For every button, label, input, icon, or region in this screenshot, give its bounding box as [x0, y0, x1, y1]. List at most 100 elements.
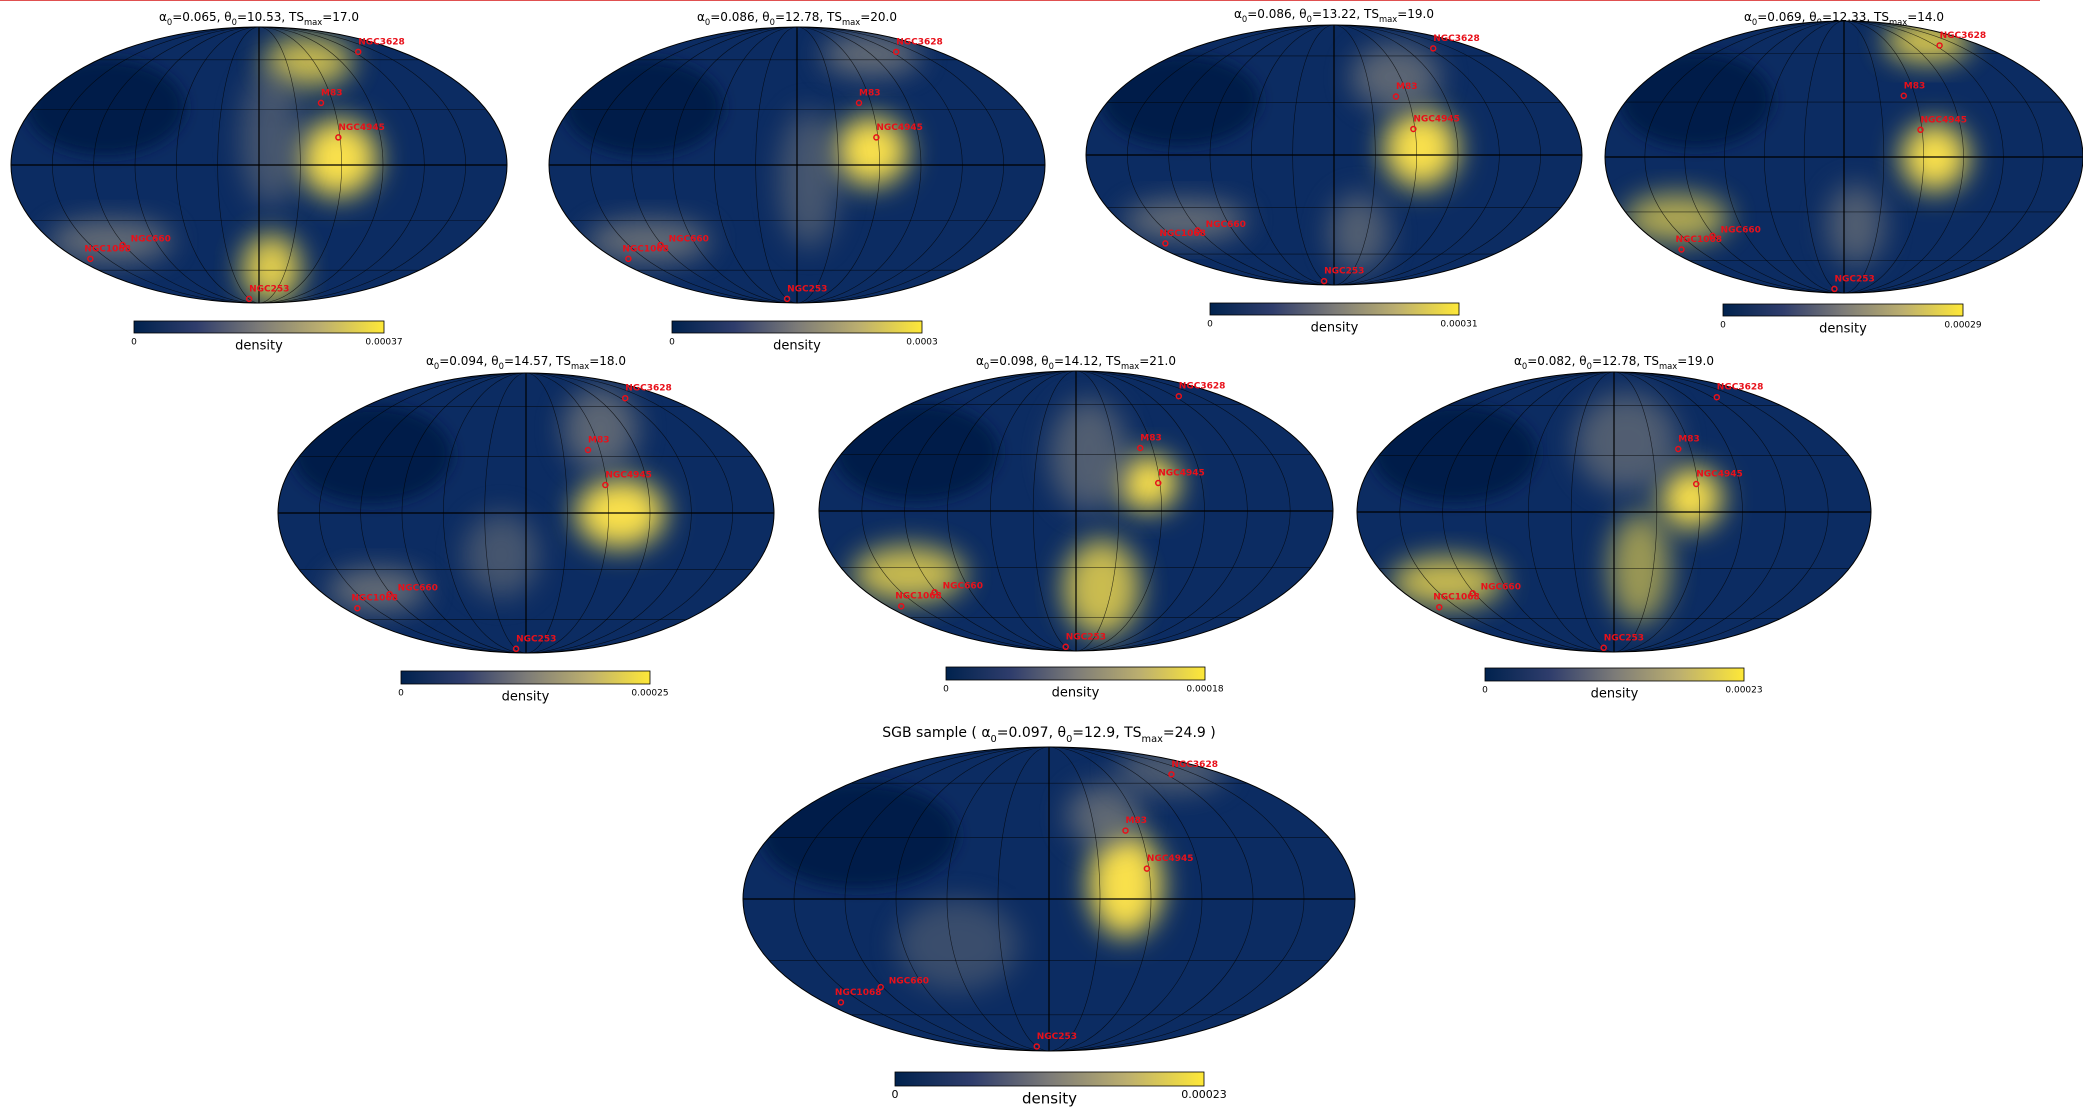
source-label: NGC4945 — [1696, 470, 1743, 480]
source-label: NGC4945 — [1413, 115, 1460, 125]
title-part: α — [1234, 7, 1242, 21]
source-label: NGC660 — [1481, 583, 1521, 593]
source-label: NGC253 — [1066, 632, 1106, 642]
panel-title: α0=0.082, θ0=12.78, TSmax=19.0 — [1514, 354, 1714, 371]
source-label: NGC253 — [787, 284, 827, 294]
title-part: max — [304, 17, 322, 27]
source-label: NGC4945 — [1158, 469, 1205, 479]
source-label: NGC253 — [1037, 1032, 1077, 1042]
colorbar-tick-label: 0.00037 — [365, 338, 402, 348]
title-part: TS — [555, 354, 571, 368]
source-label: NGC3628 — [1940, 31, 1987, 41]
colorbar-tick-label: 0 — [131, 338, 137, 348]
title-part: θ — [491, 354, 498, 368]
source-label: NGC1068 — [895, 592, 942, 602]
colorbar-label: density — [773, 339, 821, 354]
source-label: NGC4945 — [1920, 115, 1967, 125]
title-part: α — [159, 10, 167, 24]
colorbar — [134, 321, 384, 333]
sky-map — [549, 27, 1045, 303]
colorbar-tick-label: 0.00023 — [1725, 686, 1762, 696]
panel-title: α0=0.098, θ0=14.12, TSmax=21.0 — [976, 354, 1176, 371]
map-panel: α0=0.098, θ0=14.12, TSmax=21.0NGC3628M83… — [819, 354, 1333, 701]
source-label: NGC253 — [516, 634, 556, 644]
source-label: NGC660 — [398, 584, 438, 594]
title-part: =20.0 — [860, 10, 897, 24]
title-part: θ — [1579, 354, 1586, 368]
title-part: =0.082, — [1527, 354, 1579, 368]
title-part: =18.0 — [589, 354, 626, 368]
colorbar-tick-label: 0 — [1207, 320, 1213, 330]
title-part: TS — [1363, 7, 1379, 21]
source-label: NGC253 — [249, 284, 289, 294]
title-part: α — [1744, 10, 1752, 24]
source-label: NGC660 — [1721, 225, 1761, 235]
source-label: M83 — [1678, 435, 1699, 445]
exclusion-region — [1619, 52, 1772, 147]
source-label: NGC4945 — [1147, 854, 1194, 864]
source-label: NGC253 — [1834, 274, 1874, 284]
source-label: NGC1068 — [1433, 593, 1480, 603]
title-part: =24.9 ) — [1163, 725, 1216, 741]
density-blob — [242, 68, 302, 206]
title-part: θ — [762, 10, 769, 24]
title-part: θ — [1809, 10, 1816, 24]
exclusion-region — [26, 59, 185, 156]
exclusion-region — [564, 59, 723, 156]
sky-map — [11, 27, 507, 303]
title-part: =12.78, — [1592, 354, 1644, 368]
title-part: =12.78, — [775, 10, 827, 24]
sky-map — [819, 371, 1333, 651]
title-part: θ — [224, 10, 231, 24]
title-part: α — [976, 354, 984, 368]
title-part: max — [842, 17, 860, 27]
source-label: M83 — [588, 436, 609, 446]
source-label: M83 — [1126, 816, 1147, 826]
colorbar-label: density — [1819, 322, 1867, 337]
title-part: =0.086, — [710, 10, 762, 24]
source-label: NGC1068 — [835, 988, 882, 998]
colorbar-label: density — [1311, 321, 1359, 336]
colorbar-tick-label: 0 — [943, 685, 949, 695]
source-label: NGC660 — [131, 235, 171, 245]
title-part: =19.0 — [1677, 354, 1714, 368]
panel-title: SGB sample ( α0=0.097, θ0=12.9, TSmax=24… — [882, 725, 1215, 745]
colorbar-tick-label: 0.00018 — [1186, 685, 1223, 695]
title-part: max — [1659, 361, 1677, 371]
source-label: NGC3628 — [1433, 34, 1480, 44]
title-part: max — [1121, 361, 1139, 371]
map-panel: α0=0.086, θ0=12.78, TSmax=20.0NGC3628M83… — [549, 10, 1045, 354]
title-part: =12.9, TS — [1072, 725, 1141, 741]
density-blob — [1827, 184, 1884, 266]
map-panel: α0=0.069, θ0=12.33, TSmax=14.0NGC3628M83… — [1605, 10, 2083, 337]
title-part: =0.094, — [439, 354, 491, 368]
map-panel: α0=0.082, θ0=12.78, TSmax=19.0NGC3628M83… — [1357, 354, 1871, 702]
title-part: θ — [1299, 7, 1306, 21]
title-part: θ — [1041, 354, 1048, 368]
source-label: M83 — [1904, 81, 1925, 91]
panel-title: α0=0.094, θ0=14.57, TSmax=18.0 — [426, 354, 626, 371]
colorbar-tick-label: 0.0003 — [906, 338, 938, 348]
source-label: NGC1068 — [1675, 235, 1722, 245]
density-blob — [1575, 393, 1678, 491]
colorbar-tick-label: 0 — [669, 338, 675, 348]
source-label: NGC3628 — [1179, 382, 1226, 392]
source-label: NGC253 — [1324, 267, 1364, 277]
title-part: =0.086, — [1247, 7, 1299, 21]
colorbar — [1485, 668, 1744, 681]
source-label: NGC660 — [1206, 220, 1246, 230]
density-blob — [1050, 399, 1127, 511]
source-label: NGC1068 — [84, 244, 131, 254]
source-label: NGC660 — [943, 582, 983, 592]
colorbar-tick-label: 0 — [892, 1088, 899, 1101]
density-blob — [780, 110, 840, 248]
colorbar-label: density — [1022, 1090, 1077, 1107]
exclusion-region — [293, 405, 452, 503]
source-label: NGC3628 — [896, 37, 943, 47]
title-part: max — [571, 361, 589, 371]
source-label: M83 — [321, 88, 342, 98]
title-part: TS — [826, 10, 842, 24]
panel-title: α0=0.086, θ0=13.22, TSmax=19.0 — [1234, 7, 1434, 24]
density-blob — [464, 513, 538, 597]
title-part: TS — [1643, 354, 1659, 368]
